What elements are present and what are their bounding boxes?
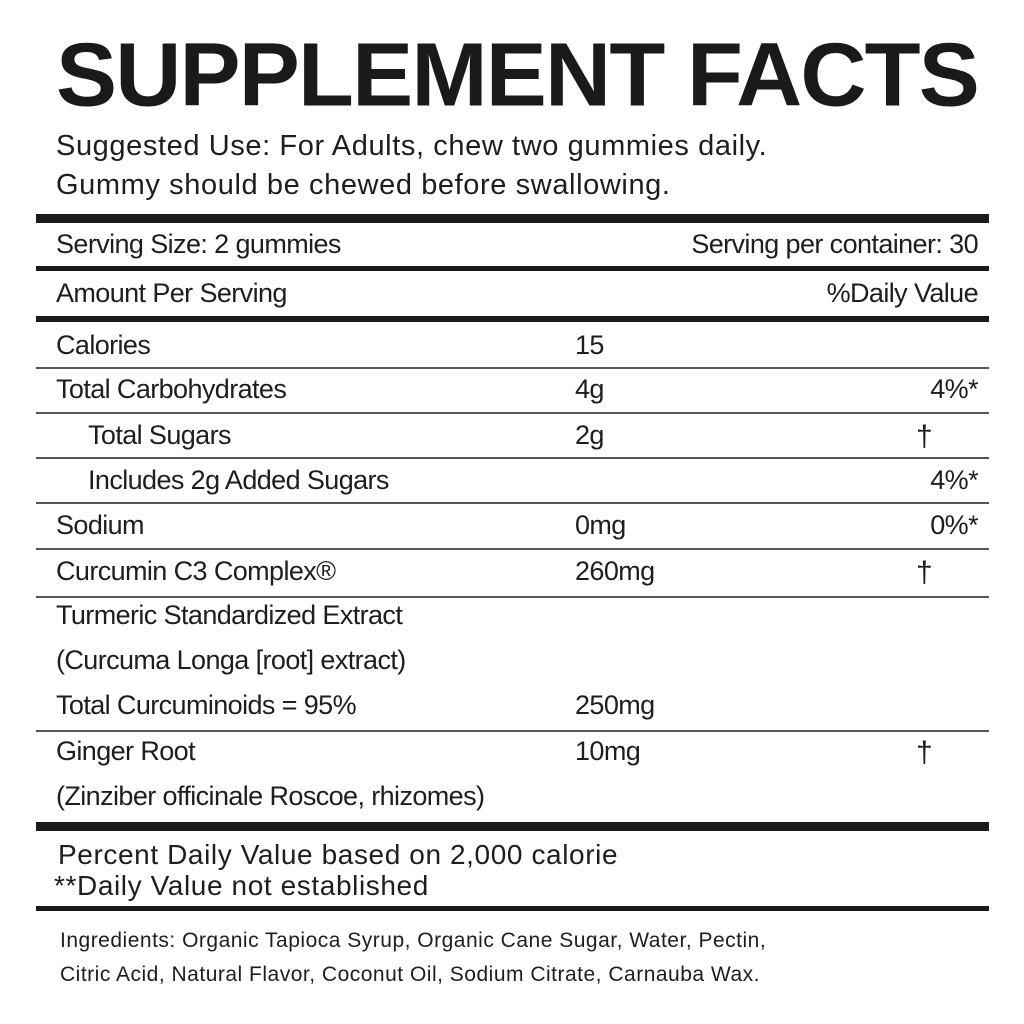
nutrient-row: Total Curcuminoids = 95% 250mg	[56, 690, 978, 730]
nutrient-daily-value: †	[916, 736, 933, 769]
nutrient-amount: 250mg	[575, 690, 655, 720]
nutrient-amount: 0mg	[575, 510, 626, 540]
row-divider	[36, 548, 989, 550]
nutrient-label: Total Curcuminoids = 95%	[56, 690, 357, 720]
nutrient-row: Calories 15	[56, 330, 978, 370]
nutrient-row: Ginger Root 10mg †	[56, 736, 978, 776]
nutrient-label: Total Carbohydrates	[56, 374, 287, 404]
nutrient-row: (Zinziber officinale Roscoe, rhizomes)	[56, 781, 978, 821]
divider	[36, 316, 989, 322]
ingredients-line-2: Citric Acid, Natural Flavor, Coconut Oil…	[60, 963, 760, 986]
header-row: Amount Per Serving %Daily Value	[56, 278, 979, 318]
nutrient-row: (Curcuma Longa [root] extract)	[56, 645, 978, 685]
amount-per-serving-header: Amount Per Serving	[56, 278, 287, 308]
nutrient-row: Includes 2g Added Sugars 4%*	[56, 465, 979, 505]
row-divider	[36, 596, 989, 598]
nutrient-row: Curcumin C3 Complex® 260mg †	[56, 556, 978, 596]
nutrient-label: (Zinziber officinale Roscoe, rhizomes)	[56, 781, 485, 811]
suggested-use-line-2: Gummy should be chewed before swallowing…	[56, 169, 671, 201]
suggested-use-line-1: Suggested Use: For Adults, chew two gumm…	[56, 130, 768, 162]
nutrient-row: Turmeric Standardized Extract	[56, 600, 978, 640]
footnote-dv-not-established: **Daily Value not established	[54, 870, 429, 901]
row-divider	[36, 502, 989, 504]
nutrient-label: Turmeric Standardized Extract	[56, 600, 403, 630]
servings-per-container: Serving per container: 30	[691, 229, 978, 259]
divider-thick	[36, 214, 989, 223]
serving-size: Serving Size: 2 gummies	[56, 229, 341, 259]
page-title: SUPPLEMENT FACTS	[56, 24, 980, 126]
nutrient-label: Curcumin C3 Complex®	[56, 556, 336, 586]
footnote-percent-dv: Percent Daily Value based on 2,000 calor…	[58, 839, 619, 870]
nutrient-daily-value: †	[916, 556, 933, 589]
row-divider	[36, 457, 989, 459]
divider	[36, 266, 989, 271]
nutrient-amount: 10mg	[575, 736, 641, 766]
row-divider	[36, 367, 989, 369]
nutrient-row: Total Sugars 2g †	[56, 420, 978, 460]
nutrient-amount: 2g	[575, 420, 604, 450]
divider	[36, 906, 989, 911]
nutrient-label: Ginger Root	[56, 736, 196, 766]
nutrient-daily-value: 4%*	[930, 465, 978, 495]
ingredients-line-1: Ingredients: Organic Tapioca Syrup, Orga…	[60, 929, 767, 952]
nutrient-label: Includes 2g Added Sugars	[88, 465, 389, 495]
nutrient-row: Total Carbohydrates 4g 4%*	[56, 374, 979, 414]
nutrient-amount: 4g	[575, 374, 604, 404]
nutrient-amount: 15	[575, 330, 604, 360]
nutrient-label: Sodium	[56, 510, 145, 540]
nutrient-label: (Curcuma Longa [root] extract)	[56, 645, 406, 675]
nutrient-daily-value: †	[916, 420, 933, 453]
nutrient-amount: 260mg	[575, 556, 655, 586]
row-divider	[36, 730, 989, 732]
nutrient-label: Total Sugars	[88, 420, 231, 450]
daily-value-header: %Daily Value	[826, 278, 979, 308]
nutrient-label: Calories	[56, 330, 151, 360]
serving-row: Serving Size: 2 gummies Serving per cont…	[56, 229, 979, 269]
row-divider	[36, 412, 989, 414]
nutrient-row: Sodium 0mg 0%*	[56, 510, 979, 550]
nutrient-daily-value: 4%*	[930, 374, 978, 404]
divider-thick	[36, 822, 989, 831]
nutrient-daily-value: 0%*	[930, 510, 978, 540]
